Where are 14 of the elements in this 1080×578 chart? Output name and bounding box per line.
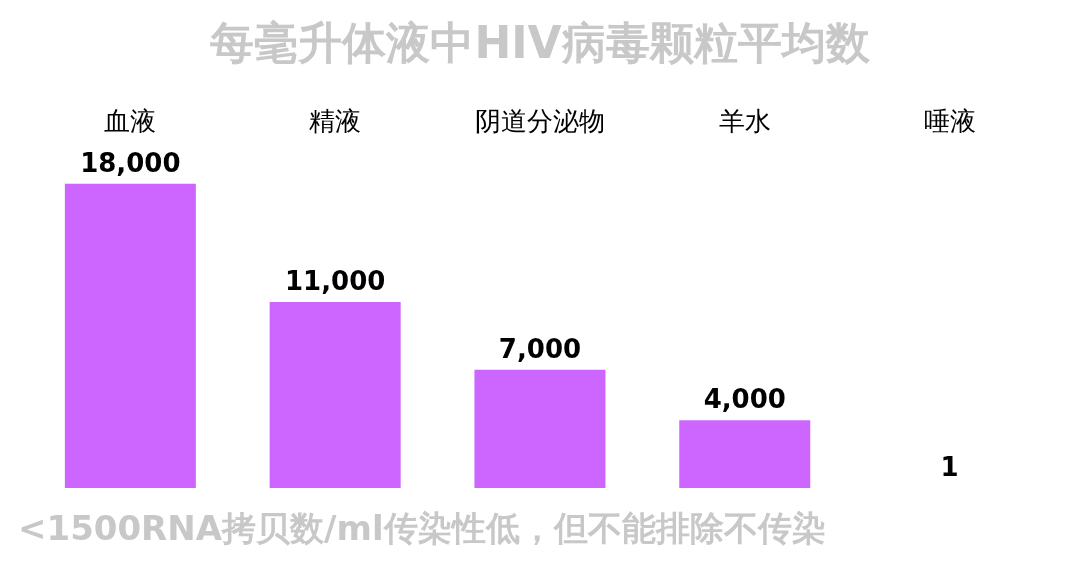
data-label: 4,000 xyxy=(703,384,786,415)
x-tick-label: 羊水 xyxy=(718,106,771,136)
x-tick-label: 血液 xyxy=(104,106,157,136)
x-tick-label: 阴道分泌物 xyxy=(475,106,605,136)
x-tick-label: 精液 xyxy=(309,106,362,136)
bar xyxy=(269,302,401,488)
data-label: 7,000 xyxy=(498,333,582,364)
data-label: 1 xyxy=(940,451,959,482)
data-label: 11,000 xyxy=(284,266,386,297)
bar xyxy=(679,420,811,488)
bar xyxy=(474,369,606,488)
data-label: 18,000 xyxy=(80,147,181,178)
bar xyxy=(64,183,196,488)
x-tick-label: 唾液 xyxy=(923,106,976,136)
